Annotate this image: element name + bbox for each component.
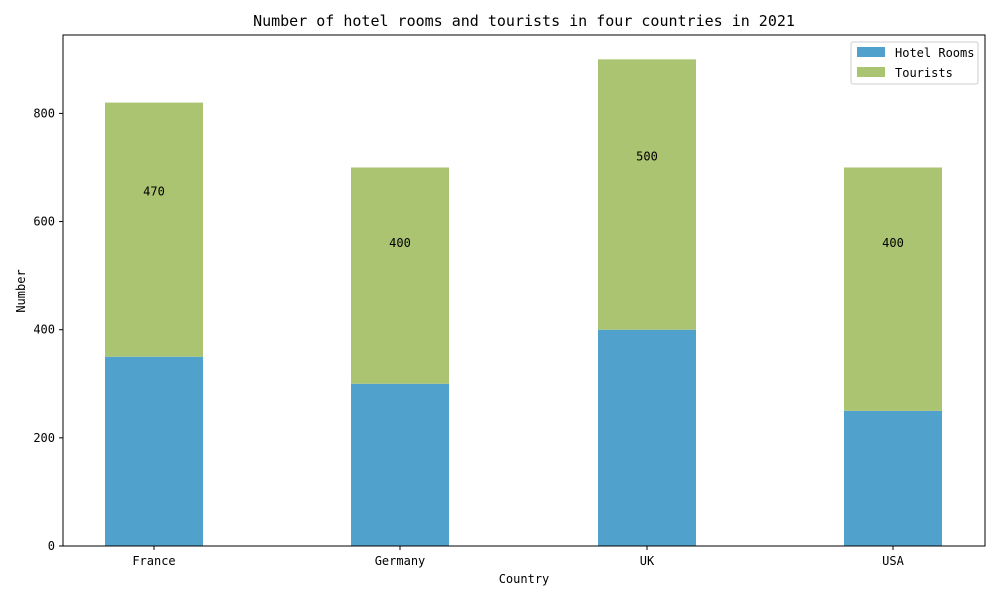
y-tick-label-0: 0	[48, 539, 55, 553]
x-tick-label-usa: USA	[882, 554, 904, 568]
y-tick-label-600: 600	[33, 215, 55, 229]
x-tick-label-uk: UK	[640, 554, 655, 568]
bar-hotel-rooms-uk	[598, 329, 696, 546]
y-tick-label-200: 200	[33, 431, 55, 445]
bar-tourists-uk	[598, 59, 696, 330]
y-axis: 0 200 400 600 800	[33, 106, 63, 553]
bar-hotel-rooms-france	[105, 356, 203, 546]
bar-hotel-rooms-germany	[351, 383, 449, 546]
legend: Hotel Rooms Tourists	[850, 41, 979, 85]
data-label-usa: 400	[882, 236, 904, 250]
plot-frame	[62, 34, 986, 547]
bar-tourists-france	[105, 102, 203, 357]
x-axis-label: Country	[499, 572, 550, 586]
x-axis: France Germany UK USA	[132, 546, 905, 568]
bars-group	[105, 59, 942, 546]
legend-label-tourists: Tourists	[895, 66, 953, 80]
legend-label-hotel-rooms: Hotel Rooms	[895, 46, 974, 60]
data-labels-group: 470 400 500 400	[143, 150, 904, 251]
legend-swatch-hotel-rooms	[857, 47, 885, 57]
data-label-uk: 500	[636, 150, 658, 164]
x-tick-label-france: France	[132, 554, 175, 568]
data-label-france: 470	[143, 184, 165, 198]
bar-tourists-germany	[351, 167, 449, 384]
bar-hotel-rooms-usa	[844, 410, 942, 546]
y-tick-label-800: 800	[33, 106, 55, 120]
y-axis-label: Number	[14, 269, 28, 312]
y-tick-label-400: 400	[33, 323, 55, 337]
chart-title: Number of hotel rooms and tourists in fo…	[253, 12, 795, 30]
legend-swatch-tourists	[857, 67, 885, 77]
bar-tourists-usa	[844, 167, 942, 411]
x-tick-label-germany: Germany	[375, 554, 426, 568]
data-label-germany: 400	[389, 236, 411, 250]
